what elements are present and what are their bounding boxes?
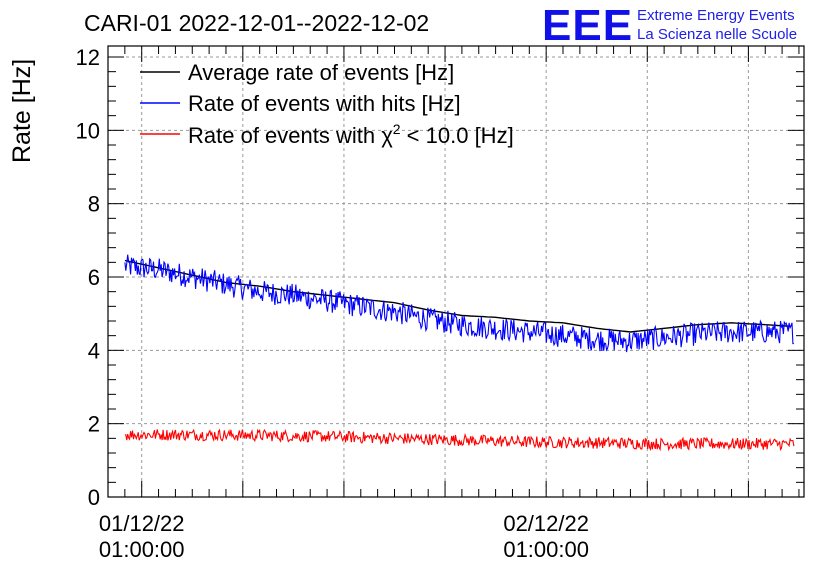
legend-chi2-sup: 2: [393, 121, 401, 137]
series-line-hits: [124, 254, 795, 353]
legend-label-hits: Rate of events with hits [Hz]: [188, 91, 461, 116]
y-tick-label: 0: [88, 485, 100, 510]
x-tick-label-date: 02/12/22: [503, 511, 589, 536]
legend: Average rate of events [Hz] Rate of even…: [140, 60, 514, 148]
eee-logo: EEE Extreme Energy Events La Scienza nel…: [542, 1, 797, 50]
series-line-average: [124, 259, 791, 333]
legend-chi2-prefix: Rate of events with χ: [188, 123, 393, 148]
x-tick-label-date: 01/12/22: [99, 511, 185, 536]
series-line-chi2: [124, 428, 795, 452]
y-tick-label: 8: [88, 192, 100, 217]
x-tick-label-time: 01:00:00: [99, 537, 185, 562]
x-tick-label-time: 01:00:00: [503, 537, 589, 562]
eee-logo-line1: Extreme Energy Events: [637, 7, 795, 24]
plot-frame: [107, 45, 805, 498]
chart-title: CARI-01 2022-12-01--2022-12-02: [84, 10, 429, 36]
y-tick-label: 10: [76, 118, 100, 143]
y-axis-label: Rate [Hz]: [8, 59, 36, 163]
y-tick-label: 2: [88, 412, 100, 437]
eee-logo-line2: La Scienza nelle Scuole: [637, 26, 797, 43]
legend-label-chi2: Rate of events with χ2 < 10.0 [Hz]: [188, 121, 514, 148]
series-group: [124, 254, 795, 452]
y-tick-label: 6: [88, 265, 100, 290]
grid: [108, 46, 804, 497]
legend-chi2-suffix: < 10.0 [Hz]: [401, 123, 514, 148]
y-tick-label: 12: [76, 45, 100, 70]
legend-label-avg: Average rate of events [Hz]: [188, 60, 454, 85]
eee-logo-mark: EEE: [542, 1, 633, 50]
y-tick-label: 4: [88, 338, 100, 363]
axes: 02468101201/12/2201:00:0002/12/2201:00:0…: [76, 45, 805, 562]
